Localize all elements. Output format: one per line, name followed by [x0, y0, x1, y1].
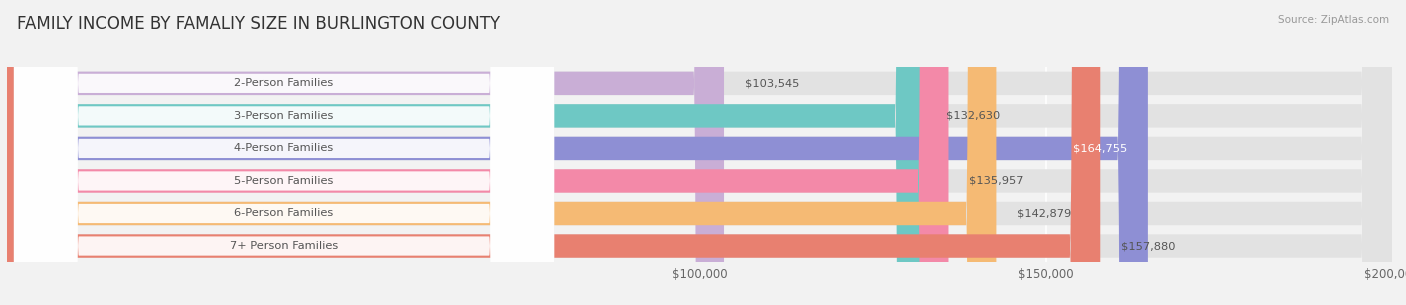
FancyBboxPatch shape [7, 0, 1392, 305]
FancyBboxPatch shape [7, 0, 724, 305]
FancyBboxPatch shape [7, 0, 1392, 305]
FancyBboxPatch shape [7, 0, 1147, 305]
FancyBboxPatch shape [7, 0, 1392, 305]
FancyBboxPatch shape [14, 0, 554, 305]
FancyBboxPatch shape [7, 0, 925, 305]
FancyBboxPatch shape [7, 0, 997, 305]
Text: $135,957: $135,957 [969, 176, 1024, 186]
Text: $157,880: $157,880 [1121, 241, 1175, 251]
FancyBboxPatch shape [7, 0, 1392, 305]
Text: FAMILY INCOME BY FAMALIY SIZE IN BURLINGTON COUNTY: FAMILY INCOME BY FAMALIY SIZE IN BURLING… [17, 15, 501, 33]
Text: $164,755: $164,755 [1073, 143, 1128, 153]
Text: $132,630: $132,630 [946, 111, 1001, 121]
FancyBboxPatch shape [7, 0, 949, 305]
Text: 2-Person Families: 2-Person Families [235, 78, 333, 88]
Text: 4-Person Families: 4-Person Families [235, 143, 333, 153]
Text: $142,879: $142,879 [1017, 209, 1071, 218]
FancyBboxPatch shape [14, 0, 554, 305]
FancyBboxPatch shape [7, 0, 1392, 305]
FancyBboxPatch shape [7, 0, 1392, 305]
FancyBboxPatch shape [14, 0, 554, 305]
Text: $103,545: $103,545 [745, 78, 799, 88]
Text: 7+ Person Families: 7+ Person Families [231, 241, 337, 251]
FancyBboxPatch shape [7, 0, 1101, 305]
Text: 5-Person Families: 5-Person Families [235, 176, 333, 186]
FancyBboxPatch shape [14, 0, 554, 305]
Text: 3-Person Families: 3-Person Families [235, 111, 333, 121]
Text: 6-Person Families: 6-Person Families [235, 209, 333, 218]
Text: Source: ZipAtlas.com: Source: ZipAtlas.com [1278, 15, 1389, 25]
FancyBboxPatch shape [14, 0, 554, 305]
FancyBboxPatch shape [14, 0, 554, 305]
